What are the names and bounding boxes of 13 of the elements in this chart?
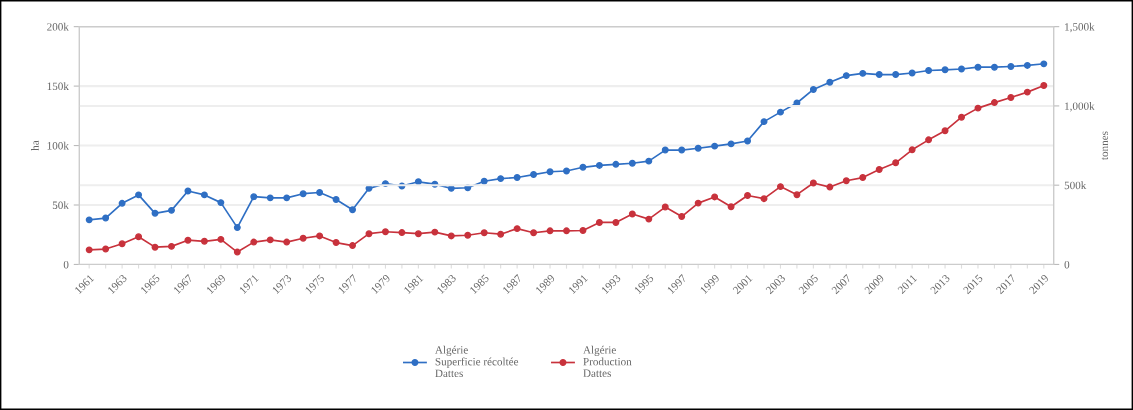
- y-tick-label: 150k: [47, 82, 69, 91]
- y-tick-label: 200k: [47, 22, 69, 31]
- y2-tick-label: 0: [1064, 260, 1070, 269]
- y2-tick-label: 1,500k: [1065, 22, 1095, 33]
- y-tick-label: 0: [63, 260, 69, 269]
- y-tick-label: 50k: [52, 201, 69, 209]
- legend-label: Algérie Production Dattes: [583, 345, 632, 377]
- y2-tick-label: 500k: [1064, 181, 1087, 190]
- y-tick-label: 100k: [47, 141, 69, 150]
- y-axis-title: ha: [31, 140, 39, 151]
- y2-axis-title: tonnes: [1101, 131, 1109, 160]
- y2-tick-label: 1,000k: [1065, 102, 1095, 112]
- legend-label: Algérie Superficie récoltée Dattes: [435, 345, 519, 378]
